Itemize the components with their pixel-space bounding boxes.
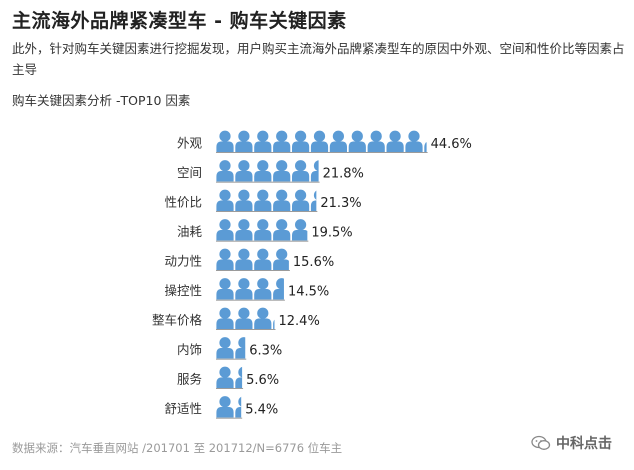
value-label: 21.3% [320, 196, 361, 211]
value-label: 19.5% [311, 226, 352, 241]
pictograph-bar [216, 337, 247, 360]
value-label: 6.3% [249, 344, 282, 359]
value-label: 15.6% [293, 255, 334, 270]
category-label: 油耗 [177, 224, 203, 239]
pictograph-bar [216, 396, 243, 419]
category-label: 空间 [177, 165, 202, 180]
value-label: 21.8% [323, 167, 364, 182]
pictograph-bar [216, 160, 320, 183]
value-label: 5.4% [245, 403, 278, 418]
category-label: 操控性 [164, 283, 202, 298]
wechat-icon [531, 435, 551, 450]
brand-logo: 中科点击 [531, 433, 612, 453]
category-label: 舒适性 [164, 401, 202, 416]
category-label: 动力性 [164, 254, 202, 269]
brand-name: 中科点击 [556, 436, 612, 452]
page-title: 主流海外品牌紧凑型车 - 购车关键因素 [12, 10, 347, 32]
pictograph-bar [216, 219, 309, 242]
pictograph-bar [216, 307, 276, 331]
category-label: 外观 [177, 136, 203, 151]
pictograph-bar-chart: 外观 44.6% 空间 21.8% 性价比 21.3% 油耗 19.5% 动力性 15.6% 操控性… [152, 130, 472, 419]
category-label: 性价比 [164, 195, 202, 210]
category-label: 服务 [177, 372, 202, 387]
value-label: 12.4% [279, 314, 320, 329]
pictograph-bar [216, 278, 285, 301]
category-label: 整车价格 [152, 313, 203, 328]
category-label: 内饰 [177, 342, 202, 357]
value-label: 5.6% [246, 373, 279, 388]
pictograph-bar [216, 366, 244, 390]
data-source-note: 数据来源：汽车垂直网站 /201701 至 201712/N=6776 位车主 [12, 441, 343, 455]
page-description: 此外，针对购车关键因素进行挖掘发现，用户购买主流海外品牌紧凑型车的原因中外观、空… [12, 41, 625, 77]
pictograph-bar [216, 248, 290, 272]
value-label: 14.5% [288, 285, 329, 300]
pictograph-bar [216, 189, 318, 212]
value-label: 44.6% [431, 137, 472, 152]
pictograph-bar [216, 130, 428, 153]
chart-subtitle: 购车关键因素分析 -TOP10 因素 [12, 93, 191, 108]
